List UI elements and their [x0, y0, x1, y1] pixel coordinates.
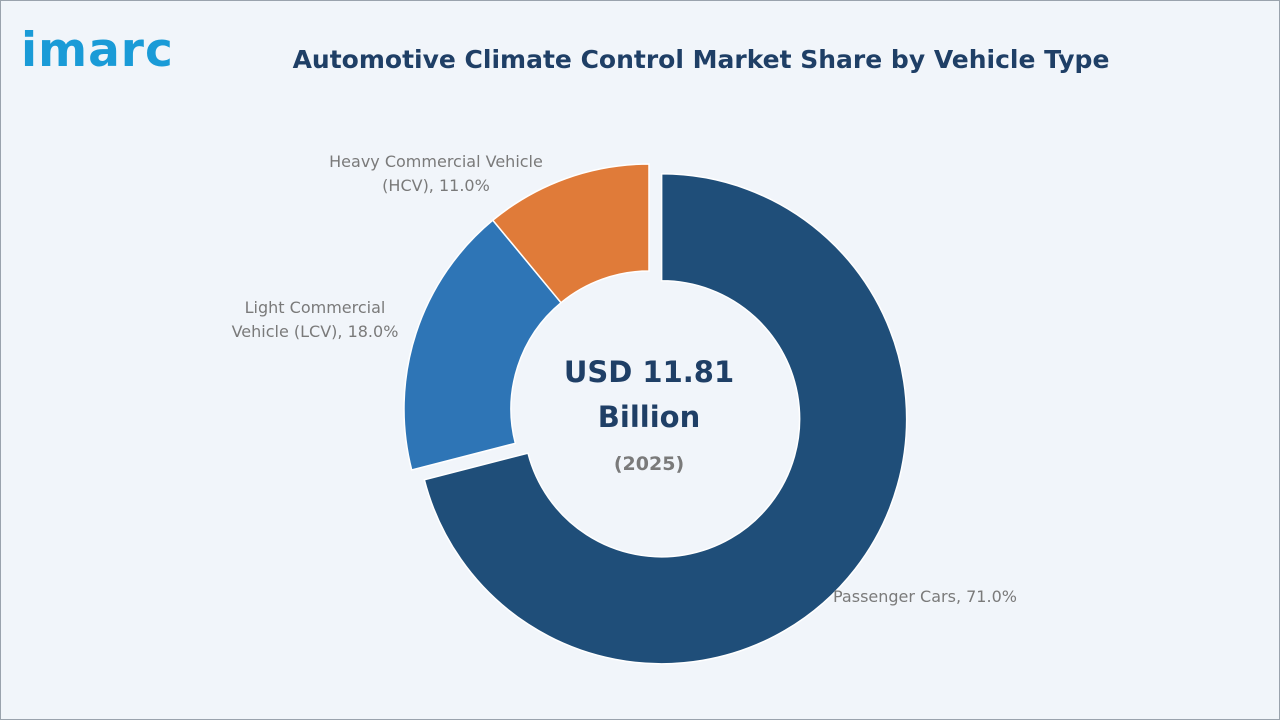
slice-heavy-commercial-vehicle-hcv [491, 163, 650, 304]
center-value-line2: Billion [598, 400, 700, 434]
donut-slices [403, 163, 908, 665]
slice-light-commercial-vehicle-lcv [403, 219, 563, 471]
slice-label-heavy-commercial-vehicle-hcv: Heavy Commercial Vehicle (HCV), 11.0% [329, 152, 543, 195]
slice-labels: Passenger Cars, 71.0% Light Commercial Veh… [232, 152, 1017, 606]
slice-label-light-commercial-vehicle-lcv: Light Commercial Vehicle (LCV), 18.0% [232, 298, 399, 341]
center-value-line1: USD 11.81 [564, 355, 734, 389]
imarc-logo: imarc [21, 23, 174, 78]
center-year: (2025) [614, 453, 684, 475]
slice-label-passenger-cars: Passenger Cars, 71.0% [833, 587, 1017, 606]
chart-title: Automotive Climate Control Market Share … [292, 45, 1110, 74]
slice-passenger-cars [423, 173, 908, 665]
center-label: USD 11.81 Billion (2025) [564, 355, 734, 475]
